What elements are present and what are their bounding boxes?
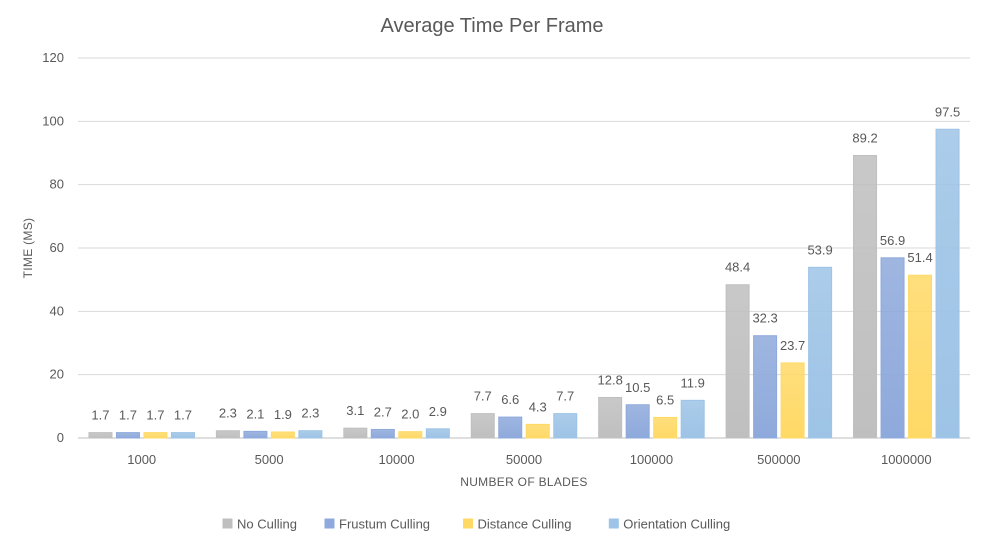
data-label-orientation-culling-5000: 2.3 (301, 406, 319, 421)
data-label-frustum-culling-1000: 1.7 (119, 408, 137, 423)
data-label-distance-culling-500000: 23.7 (780, 338, 805, 353)
bar-frustum-culling-1000 (115, 432, 140, 439)
bar-orientation-culling-100000 (680, 399, 705, 439)
bar-no-culling-50000 (470, 413, 495, 439)
data-label-no-culling-50000: 7.7 (474, 389, 492, 404)
data-label-no-culling-10000: 3.1 (346, 403, 364, 418)
bar-orientation-culling-1000000 (935, 128, 960, 439)
bar-distance-culling-5000 (270, 431, 295, 439)
bar-no-culling-1000 (88, 432, 113, 439)
data-label-no-culling-100000: 12.8 (598, 372, 623, 387)
data-label-orientation-culling-10000: 2.9 (429, 404, 447, 419)
x-tick-label: 1000000 (881, 452, 932, 467)
bar-orientation-culling-1000 (170, 432, 195, 439)
data-label-frustum-culling-100000: 10.5 (625, 380, 650, 395)
y-tick-label: 80 (50, 177, 64, 192)
data-label-no-culling-5000: 2.3 (219, 406, 237, 421)
bar-frustum-culling-100000 (625, 404, 650, 439)
data-label-orientation-culling-100000: 11.9 (681, 375, 705, 390)
gridlines (78, 57, 970, 439)
x-tick-label: 100000 (630, 452, 673, 467)
chart-title: Average Time Per Frame (380, 15, 603, 37)
legend-swatch (608, 518, 619, 529)
bar-orientation-culling-500000 (808, 266, 833, 439)
data-label-distance-culling-5000: 1.9 (274, 407, 292, 422)
x-axis-ticks: 1000 5000 10000 50000 100000 500000 1000000 (127, 452, 931, 467)
x-tick-label: 5000 (255, 452, 284, 467)
data-label-distance-culling-1000000: 51.4 (907, 250, 932, 265)
bar-distance-culling-50000 (525, 423, 550, 439)
bar-frustum-culling-1000000 (880, 257, 905, 439)
data-label-frustum-culling-10000: 2.7 (374, 404, 392, 419)
bar-frustum-culling-500000 (753, 335, 778, 439)
legend-item-no-culling: No Culling (222, 517, 297, 532)
legend-item-frustum-culling: Frustum Culling (324, 517, 430, 532)
data-label-orientation-culling-500000: 53.9 (807, 242, 832, 257)
bar-orientation-culling-50000 (553, 413, 578, 439)
bar-no-culling-10000 (343, 427, 368, 439)
data-label-distance-culling-10000: 2.0 (401, 407, 419, 422)
bar-no-culling-5000 (215, 430, 240, 439)
bar-distance-culling-1000 (143, 432, 168, 439)
legend: No Culling Frustum Culling Distance Cullin… (222, 517, 730, 532)
y-tick-label: 60 (50, 240, 64, 255)
legend-label: Distance Culling (478, 517, 572, 532)
legend-item-distance-culling: Distance Culling (463, 517, 572, 532)
legend-swatch (222, 518, 233, 529)
bar-distance-culling-10000 (398, 431, 423, 439)
x-tick-label: 10000 (378, 452, 414, 467)
x-tick-label: 50000 (506, 452, 542, 467)
bars (88, 128, 960, 439)
y-tick-label: 120 (42, 50, 64, 65)
bar-orientation-culling-10000 (425, 428, 450, 439)
data-label-distance-culling-50000: 4.3 (529, 399, 547, 414)
y-tick-label: 40 (50, 303, 64, 318)
y-tick-label: 0 (57, 430, 64, 445)
y-axis-ticks: 0 20 40 60 80 100 120 (42, 50, 64, 445)
data-label-distance-culling-1000: 1.7 (146, 408, 164, 423)
bar-distance-culling-1000000 (908, 274, 933, 439)
x-tick-label: 1000 (127, 452, 156, 467)
data-label-frustum-culling-5000: 2.1 (246, 406, 264, 421)
data-label-no-culling-1000: 1.7 (91, 408, 109, 423)
data-label-frustum-culling-50000: 6.6 (501, 392, 519, 407)
legend-label: Frustum Culling (339, 517, 430, 532)
bar-frustum-culling-50000 (498, 416, 523, 439)
data-label-no-culling-1000000: 89.2 (852, 131, 877, 146)
x-axis-title: NUMBER OF BLADES (460, 475, 588, 489)
legend-item-orientation-culling: Orientation Culling (608, 517, 730, 532)
bar-no-culling-100000 (598, 396, 623, 439)
bar-orientation-culling-5000 (298, 430, 323, 439)
legend-swatch (324, 518, 335, 529)
legend-label: Orientation Culling (623, 517, 730, 532)
data-label-distance-culling-100000: 6.5 (656, 392, 674, 407)
legend-swatch (463, 518, 473, 529)
bar-distance-culling-100000 (653, 416, 678, 439)
bar-no-culling-500000 (725, 284, 750, 439)
data-label-orientation-culling-1000: 1.7 (174, 408, 192, 423)
x-tick-label: 500000 (757, 452, 800, 467)
data-label-orientation-culling-50000: 7.7 (556, 389, 574, 404)
y-axis-title: TIME (MS) (21, 218, 35, 279)
y-tick-label: 100 (42, 113, 64, 128)
bar-frustum-culling-5000 (243, 430, 268, 439)
bar-frustum-culling-10000 (370, 428, 395, 439)
y-tick-label: 20 (50, 367, 64, 382)
bar-no-culling-1000000 (853, 155, 878, 439)
data-label-frustum-culling-1000000: 56.9 (880, 233, 905, 248)
legend-label: No Culling (237, 517, 297, 532)
data-labels: 1.7 1.7 1.7 1.7 2.3 2.1 1.9 2.3 3.1 2.7 2.0 2.9 7.7 6… (91, 104, 960, 422)
data-label-frustum-culling-500000: 32.3 (752, 311, 777, 326)
data-label-orientation-culling-1000000: 97.5 (935, 104, 960, 119)
bar-distance-culling-500000 (780, 362, 805, 439)
data-label-no-culling-500000: 48.4 (725, 260, 750, 275)
